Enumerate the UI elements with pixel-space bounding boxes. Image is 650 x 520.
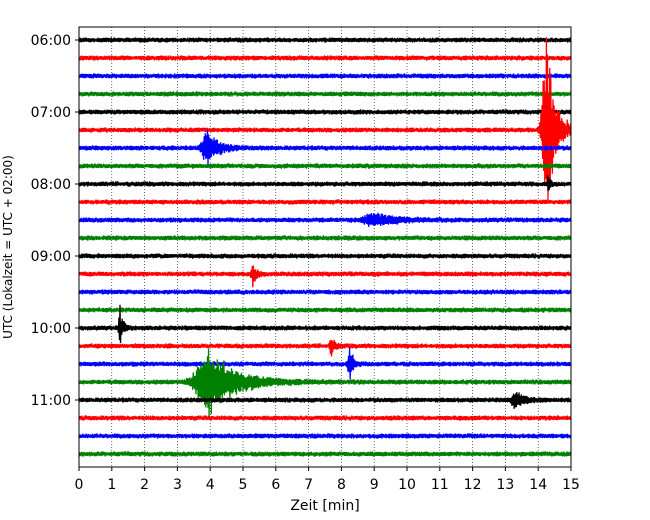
trace-0615 bbox=[78, 55, 572, 61]
trace-0600 bbox=[78, 37, 572, 43]
x-tick-label: 2 bbox=[140, 477, 149, 493]
y-tick-label: 07:00 bbox=[31, 105, 71, 121]
trace-0915 bbox=[78, 265, 572, 288]
trace-1045 bbox=[78, 348, 572, 417]
plot-frame bbox=[78, 26, 572, 468]
x-tick-label: 0 bbox=[75, 477, 84, 493]
x-tick-label: 5 bbox=[239, 477, 248, 493]
x-tick-label: 14 bbox=[529, 477, 547, 493]
y-tick-label: 06:00 bbox=[31, 33, 71, 49]
x-axis-label: Zeit [min] bbox=[290, 498, 359, 514]
x-tick-label: 11 bbox=[431, 477, 449, 493]
x-tick-label: 12 bbox=[464, 477, 482, 493]
trace-0800 bbox=[78, 175, 572, 192]
x-tick-label: 10 bbox=[398, 477, 416, 493]
seismic-traces bbox=[78, 37, 572, 457]
x-tick-label: 9 bbox=[370, 477, 379, 493]
trace-0700 bbox=[78, 109, 572, 115]
trace-0715 bbox=[78, 37, 572, 201]
trace-0745 bbox=[78, 163, 572, 169]
x-tick-label: 6 bbox=[271, 477, 280, 493]
trace-0630 bbox=[78, 73, 572, 79]
x-axis-ticks: 0 1 2 3 4 5 6 7 8 9 10 11 12 13 14 15 bbox=[75, 467, 580, 493]
trace-1015 bbox=[78, 339, 572, 357]
trace-0730 bbox=[78, 129, 572, 165]
y-tick-label: 08:00 bbox=[31, 177, 71, 193]
x-tick-label: 3 bbox=[173, 477, 182, 493]
trace-0845 bbox=[78, 235, 572, 241]
trace-1145 bbox=[78, 451, 572, 457]
x-tick-label: 7 bbox=[304, 477, 313, 493]
x-tick-label: 13 bbox=[496, 477, 514, 493]
trace-0645 bbox=[78, 91, 572, 97]
x-tick-label: 8 bbox=[337, 477, 346, 493]
y-axis-label: UTC (Lokalzeit = UTC + 02:00) bbox=[1, 155, 15, 339]
trace-1000 bbox=[78, 304, 572, 344]
trace-0900 bbox=[78, 253, 572, 259]
trace-1030 bbox=[78, 347, 572, 380]
x-tick-label: 1 bbox=[107, 477, 116, 493]
trace-0930 bbox=[78, 289, 572, 295]
trace-1130 bbox=[78, 433, 572, 439]
trace-0830 bbox=[78, 212, 572, 227]
y-tick-label: 09:00 bbox=[31, 249, 71, 265]
x-tick-label: 15 bbox=[562, 477, 580, 493]
x-tick-label: 4 bbox=[206, 477, 215, 493]
trace-1115 bbox=[78, 415, 572, 421]
trace-0945 bbox=[78, 307, 572, 313]
y-tick-label: 10:00 bbox=[31, 321, 71, 337]
trace-0815 bbox=[78, 199, 572, 205]
trace-1100 bbox=[78, 392, 572, 409]
y-axis-ticks: 06:00 07:00 08:00 09:00 10:00 11:00 bbox=[31, 33, 79, 409]
y-tick-label: 11:00 bbox=[31, 393, 71, 409]
